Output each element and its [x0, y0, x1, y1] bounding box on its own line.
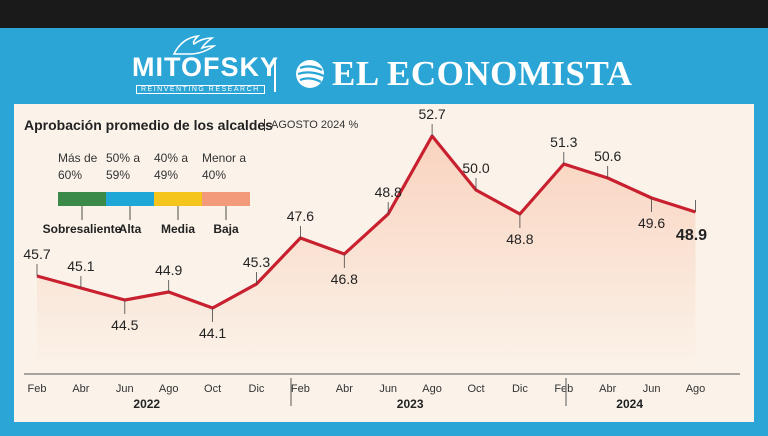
data-label: 50.6 — [594, 148, 621, 164]
data-label: 52.7 — [418, 106, 445, 122]
globe-icon — [296, 60, 325, 88]
latest-value-label: 48.9 — [676, 227, 707, 244]
data-label: 44.5 — [111, 317, 138, 333]
mitofsky-wing-icon — [172, 34, 216, 55]
legend-swatch — [106, 192, 154, 206]
mitofsky-tagline: REINVENTING RESEARCH — [136, 85, 265, 94]
legend-swatch — [202, 192, 250, 206]
data-label: 47.6 — [287, 208, 314, 224]
x-tick-label: Abr — [599, 383, 616, 395]
area-fill — [37, 136, 696, 374]
legend-name: Media — [161, 222, 195, 236]
legend-range-label: Más de 60% — [58, 151, 98, 182]
x-tick-label: Feb — [28, 383, 47, 395]
x-tick-label: Jun — [379, 383, 397, 395]
data-label: 45.3 — [243, 254, 270, 270]
data-label: 45.7 — [23, 246, 50, 262]
legend-range-label: Menor a 40% — [202, 151, 246, 182]
chart-title: Aprobación promedio de los alcaldes — [24, 117, 273, 133]
legend-name: Sobresaliente — [43, 222, 122, 236]
x-tick-label: Ago — [686, 383, 706, 395]
legend-range-label: 50% a 59% — [106, 151, 140, 182]
year-label: 2022 — [133, 397, 160, 411]
mitofsky-logo: MITOFSKY — [132, 52, 280, 82]
data-label: 45.1 — [67, 258, 94, 274]
data-label: 46.8 — [331, 271, 358, 287]
el-economista-logo: EL ECONOMISTA — [332, 54, 633, 93]
data-label: 50.0 — [462, 160, 489, 176]
legend-name: Baja — [213, 222, 239, 236]
x-tick-label: Ago — [422, 383, 442, 395]
data-label: 44.9 — [155, 262, 182, 278]
x-tick-label: Feb — [554, 383, 573, 395]
header-logos: MITOFSKY REINVENTING RESEARCH EL ECONOMI… — [0, 30, 768, 104]
data-label: 51.3 — [550, 134, 577, 150]
x-tick-label: Oct — [467, 383, 484, 395]
x-tick-label: Abr — [336, 383, 353, 395]
legend-swatch — [154, 192, 202, 206]
chart-subtitle: AGOSTO 2024 % — [264, 119, 358, 131]
data-label: 44.1 — [199, 325, 226, 341]
year-label: 2023 — [397, 397, 424, 411]
series-line — [36, 134, 696, 310]
x-tick-label: Dic — [249, 383, 265, 395]
data-label: 48.8 — [375, 184, 402, 200]
x-tick-label: Ago — [159, 383, 179, 395]
logo-divider — [274, 58, 276, 92]
data-label: 49.6 — [638, 215, 665, 231]
x-tick-label: Oct — [204, 383, 221, 395]
x-tick-label: Dic — [512, 383, 528, 395]
legend-range-label: 40% a 49% — [154, 151, 188, 182]
legend-swatch — [58, 192, 106, 206]
data-label: 48.8 — [506, 231, 533, 247]
x-tick-label: Abr — [72, 383, 89, 395]
legend-name: Alta — [119, 222, 142, 236]
x-tick-label: Jun — [643, 383, 661, 395]
year-label: 2024 — [616, 397, 643, 411]
x-tick-label: Feb — [291, 383, 310, 395]
x-tick-label: Jun — [116, 383, 134, 395]
